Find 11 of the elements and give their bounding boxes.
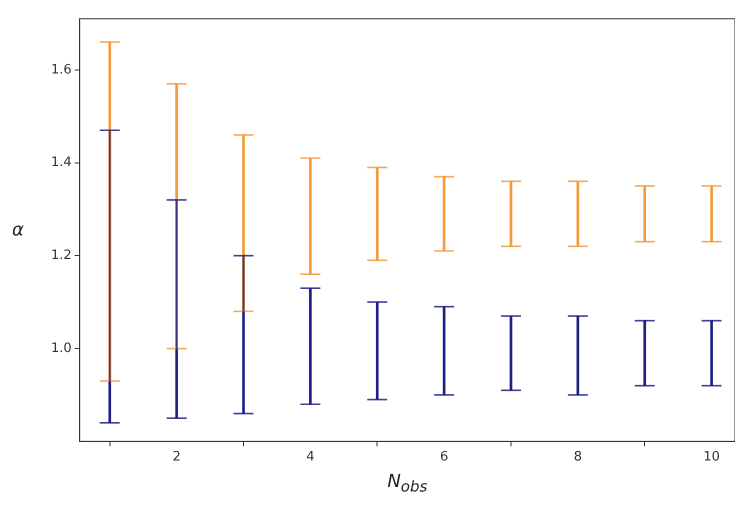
y-tick-label: 1.2 xyxy=(50,248,72,264)
x-axis-title: N$_{obs}$ xyxy=(387,471,428,496)
y-axis-title: α xyxy=(12,220,24,241)
x-tick-label: 8 xyxy=(574,450,582,465)
x-tick-label: 10 xyxy=(703,450,720,465)
y-tick-label: 1.0 xyxy=(50,340,72,356)
y-tick-label: 1.4 xyxy=(50,155,72,170)
x-tick-label: 4 xyxy=(306,450,315,465)
x-tick-label: 6 xyxy=(440,450,448,465)
x-tick-label: 2 xyxy=(172,450,181,465)
y-tick-label: 1.6 xyxy=(50,62,72,78)
